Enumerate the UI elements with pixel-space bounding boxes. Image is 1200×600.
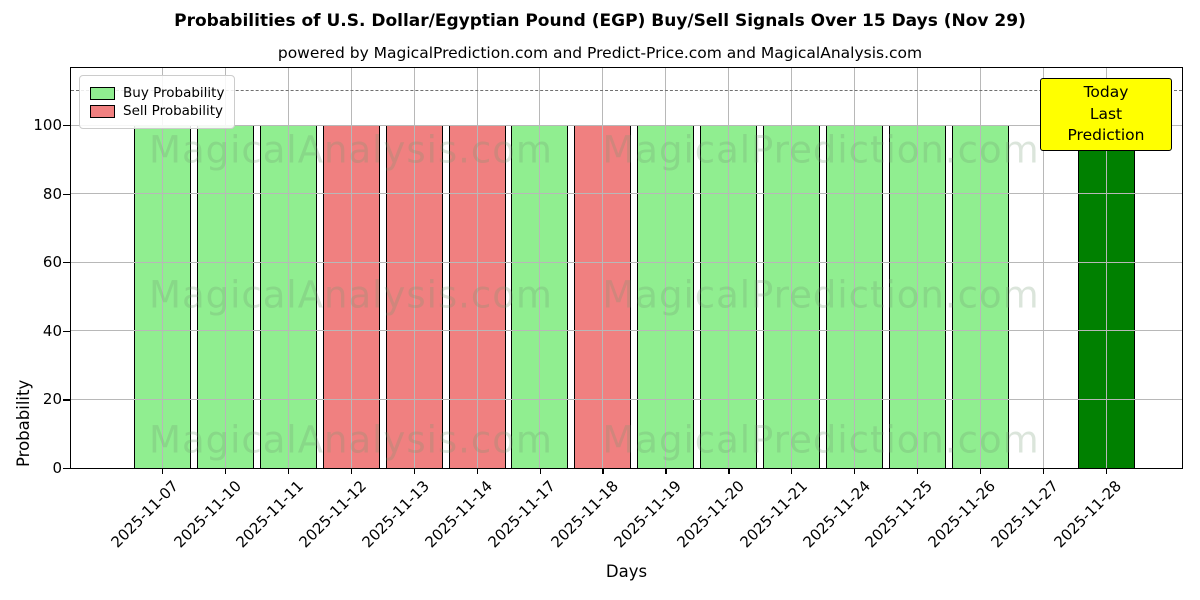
gridline-vertical — [916, 68, 918, 468]
gridline-vertical — [539, 68, 541, 468]
x-tick-mark — [791, 468, 793, 474]
gridline-horizontal — [71, 124, 1182, 126]
x-tick-label: 2025-11-28 — [1050, 477, 1126, 552]
x-tick-label: 2025-11-26 — [924, 477, 1000, 552]
gridline-vertical — [287, 68, 289, 468]
watermark-analysis: MagicalAnalysis.com — [149, 273, 553, 317]
x-tick-mark — [1042, 468, 1045, 474]
y-tick-mark — [63, 262, 70, 264]
watermark-prediction: MagicalPrediction.com — [602, 128, 1040, 172]
x-tick-mark — [1105, 468, 1107, 474]
chart-title: Probabilities of U.S. Dollar/Egyptian Po… — [174, 11, 1026, 31]
x-tick-mark — [476, 468, 478, 474]
watermark-analysis: MagicalAnalysis.com — [149, 418, 553, 462]
gridline-vertical — [476, 68, 478, 468]
chart-subtitle: powered by MagicalPrediction.com and Pre… — [277, 44, 923, 62]
x-tick-mark — [413, 468, 416, 474]
x-tick-mark — [665, 468, 667, 474]
y-tick-label: 80 — [42, 184, 62, 203]
gridline-vertical — [602, 68, 604, 468]
dashed-guide-line — [71, 90, 1182, 92]
gridline-vertical — [350, 68, 352, 468]
y-tick-label: 20 — [42, 390, 62, 409]
x-tick-mark — [979, 468, 982, 474]
legend: Buy Probability Sell Probability — [79, 75, 236, 129]
sell-swatch-icon — [90, 104, 115, 118]
y-tick-mark — [63, 330, 70, 333]
y-tick-label: 40 — [42, 321, 62, 340]
x-tick-label: 2025-11-19 — [610, 477, 685, 552]
watermark-analysis: MagicalAnalysis.com — [149, 128, 553, 172]
watermark-prediction: MagicalPrediction.com — [602, 273, 1040, 317]
x-tick-label: 2025-11-18 — [547, 477, 622, 552]
gridline-vertical — [224, 68, 226, 468]
gridline-vertical — [162, 68, 163, 468]
x-tick-mark — [728, 468, 730, 474]
y-tick-label: 0 — [52, 459, 62, 477]
x-tick-mark — [854, 468, 856, 474]
legend-entry-buy: Buy Probability — [90, 85, 224, 101]
gridline-vertical — [1042, 68, 1044, 468]
x-tick-label: 2025-11-20 — [673, 477, 748, 552]
today-annotation: Today Last Prediction — [1040, 78, 1172, 152]
y-tick-mark — [63, 399, 70, 401]
x-tick-label: 2025-11-13 — [358, 477, 434, 552]
x-tick-label: 2025-11-07 — [107, 477, 182, 552]
y-tick-mark — [63, 125, 70, 127]
plot-area: Buy Probability Sell Probability Today L… — [70, 67, 1183, 469]
x-tick-label: 2025-11-14 — [421, 477, 497, 552]
y-tick-label: 100 — [33, 116, 62, 134]
gridline-vertical — [979, 68, 981, 468]
x-tick-label: 2025-11-27 — [987, 477, 1063, 552]
y-tick-mark — [63, 193, 70, 195]
x-tick-mark — [602, 468, 604, 474]
x-tick-label: 2025-11-17 — [484, 477, 559, 552]
legend-entry-sell: Sell Probability — [90, 103, 224, 119]
x-axis-label: Days — [605, 562, 648, 581]
x-tick-label: 2025-11-12 — [295, 477, 371, 552]
gridline-horizontal — [71, 193, 1182, 195]
gridline-vertical — [413, 68, 415, 468]
gridline-vertical — [853, 68, 855, 468]
legend-label-sell: Sell Probability — [123, 103, 224, 119]
buy-swatch-icon — [90, 86, 115, 100]
today-annotation-line1: Today — [1083, 83, 1129, 101]
gridline-vertical — [791, 68, 792, 468]
gridline-vertical — [1105, 68, 1107, 468]
x-tick-mark — [225, 468, 227, 474]
y-tick-mark — [63, 468, 70, 470]
gridline-horizontal — [71, 330, 1182, 332]
x-tick-mark — [287, 468, 290, 474]
gridline-vertical — [728, 68, 730, 468]
x-tick-mark — [350, 468, 353, 474]
gridline-vertical — [665, 68, 667, 468]
y-tick-label: 60 — [42, 253, 62, 272]
legend-label-buy: Buy Probability — [123, 85, 225, 101]
gridline-horizontal — [71, 398, 1182, 400]
x-tick-mark — [916, 468, 919, 474]
x-tick-mark — [539, 468, 541, 474]
gridline-horizontal — [71, 261, 1182, 263]
x-tick-mark — [162, 468, 164, 474]
watermark-prediction: MagicalPrediction.com — [602, 418, 1040, 462]
today-annotation-line2: Last Prediction — [1067, 104, 1145, 145]
